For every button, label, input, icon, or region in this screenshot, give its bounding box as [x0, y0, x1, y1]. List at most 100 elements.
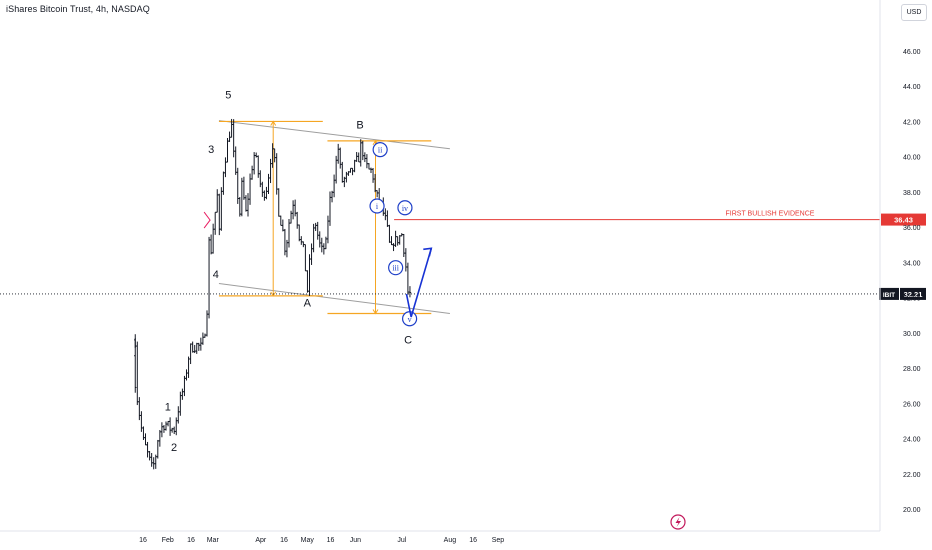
- ohlc-bar: [222, 171, 225, 195]
- ohlc-bar: [201, 332, 205, 345]
- price-tick-label: 24.00: [903, 437, 921, 444]
- ohlc-bar: [144, 433, 147, 446]
- ohlc-bar: [138, 397, 141, 421]
- price-tick-label: 42.00: [903, 119, 921, 126]
- ohlc-bar: [384, 208, 387, 221]
- range-arrowhead: [270, 291, 277, 297]
- wave-circle: [372, 142, 388, 158]
- ohlc-bar: [263, 190, 266, 201]
- ohlc-bar: [361, 140, 364, 161]
- ohlc-bar: [302, 241, 305, 248]
- wave-label: 3: [208, 144, 214, 156]
- ohlc-bar: [185, 369, 188, 381]
- ohlc-bar: [240, 177, 244, 217]
- ohlc-bar: [349, 167, 352, 173]
- annotation-layer-under: [218, 120, 450, 315]
- ohlc-bar: [388, 224, 391, 243]
- time-tick-label: 16: [280, 537, 288, 544]
- ohlc-bar: [404, 248, 408, 272]
- price-tick-label: 32.00: [903, 296, 921, 303]
- bullish-price-badge: [881, 213, 926, 226]
- wave-circle-label: iv: [402, 204, 408, 213]
- ohlc-bar: [150, 453, 153, 467]
- ohlc-bar: [369, 167, 373, 173]
- ohlc-bar: [339, 147, 342, 169]
- ticker-label: IBIT: [883, 292, 895, 299]
- time-tick-label: Jun: [350, 537, 361, 544]
- wave-circle: [388, 260, 404, 276]
- ohlc-bar: [337, 143, 340, 164]
- ohlc-bar: [296, 211, 299, 229]
- ohlc-bar: [187, 356, 190, 378]
- time-tick-label: Jul: [397, 537, 406, 544]
- price-tick-label: 20.00: [903, 507, 921, 514]
- ohlc-bar: [300, 236, 303, 245]
- ohlc-bar: [320, 237, 323, 253]
- ohlc-bar: [330, 190, 334, 203]
- currency-button[interactable]: USD: [901, 4, 927, 21]
- ohlc-bar: [134, 334, 137, 348]
- ohlc-bar: [179, 391, 182, 416]
- ohlc-bar: [334, 155, 338, 184]
- ohlc-bar: [398, 235, 401, 245]
- channel-lower-line: [218, 283, 450, 314]
- ohlc-bar: [226, 138, 229, 163]
- ohlc-bar: [353, 159, 356, 173]
- ohlc-bar: [203, 333, 207, 338]
- time-tick-label: 16: [469, 537, 477, 544]
- ohlc-bar: [396, 236, 399, 246]
- ohlc-bar: [255, 152, 258, 158]
- channel-upper-line: [218, 120, 450, 150]
- ohlc-bar: [365, 154, 369, 169]
- ohlc-bar: [386, 210, 389, 227]
- ohlc-bar: [347, 171, 350, 176]
- ohlc-bar: [312, 223, 315, 253]
- ohlc-bar: [298, 224, 301, 242]
- time-tick-label: 16: [327, 537, 335, 544]
- price-tick-label: 30.00: [903, 331, 921, 338]
- ohlc-bar: [158, 430, 162, 447]
- ohlc-bar: [269, 158, 272, 184]
- time-tick-label: Sep: [492, 537, 505, 544]
- ohlc-bar: [322, 243, 326, 255]
- price-tick-label: 34.00: [903, 260, 921, 267]
- ohlc-bar: [248, 173, 252, 205]
- wave-label: 1: [165, 401, 171, 413]
- ohlc-bar: [392, 243, 395, 252]
- last-price-label: 32.21: [904, 290, 923, 299]
- ohlc-bar: [310, 243, 313, 265]
- ohlc-bar: [359, 139, 362, 167]
- ohlc-bar: [314, 222, 317, 231]
- ohlc-bar: [209, 234, 213, 255]
- ohlc-bar: [351, 167, 354, 176]
- ohlc-bar: [367, 163, 371, 170]
- ohlc-bar: [193, 344, 196, 354]
- ohlc-bar: [152, 457, 155, 470]
- ohlc-bar: [285, 239, 289, 258]
- ohlc-bar: [293, 199, 297, 217]
- ohlc-bar: [363, 152, 367, 163]
- ohlc-bar: [205, 310, 209, 337]
- ohlc-bar: [390, 236, 393, 246]
- bolt-logo: [670, 514, 686, 530]
- wave-label: 5: [225, 90, 231, 102]
- ohlc-bar: [238, 197, 241, 217]
- wave-label: A: [304, 297, 312, 309]
- price-tick-label: 44.00: [903, 84, 921, 91]
- wave-circle-label: iii: [392, 264, 399, 273]
- wave-label: 2: [171, 442, 177, 454]
- price-tick-label: 46.00: [903, 49, 921, 56]
- ohlc-bar: [343, 176, 346, 188]
- ohlc-bar: [142, 426, 145, 440]
- ohlc-bar: [291, 200, 295, 220]
- ohlc-bar: [283, 228, 287, 256]
- ohlc-bar: [183, 375, 186, 397]
- ohlc-bar: [308, 254, 311, 296]
- ohlc-bar: [136, 341, 139, 406]
- ohlc-bar: [326, 215, 330, 244]
- ohlc-bar: [402, 233, 405, 257]
- ohlc-bar: [306, 270, 309, 293]
